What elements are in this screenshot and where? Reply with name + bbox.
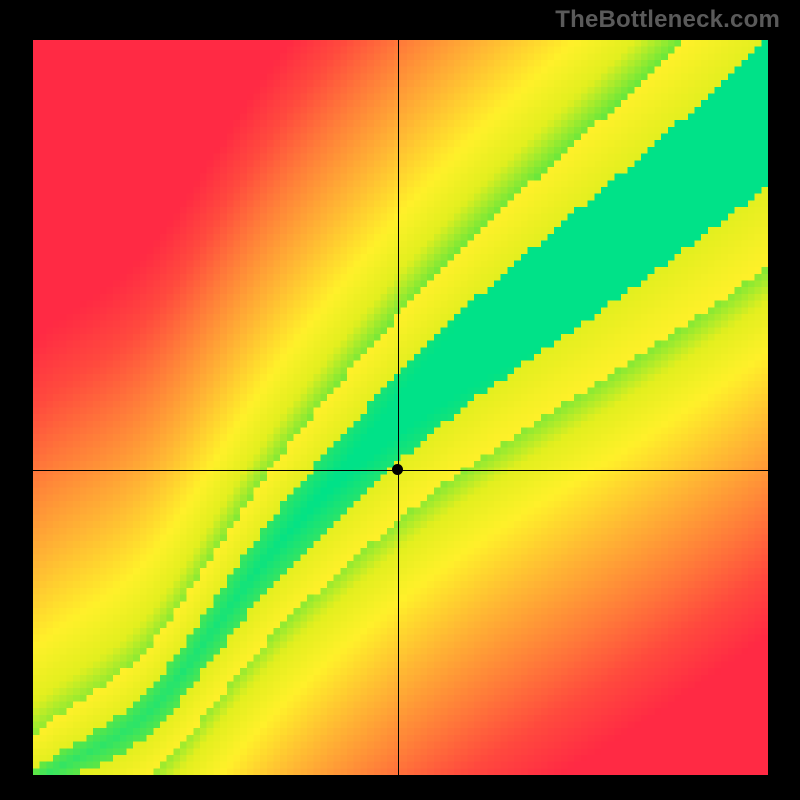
chart-container: TheBottleneck.com (0, 0, 800, 800)
crosshair-vertical (398, 40, 399, 775)
bottleneck-heatmap (33, 40, 768, 775)
watermark-text: TheBottleneck.com (555, 6, 780, 34)
